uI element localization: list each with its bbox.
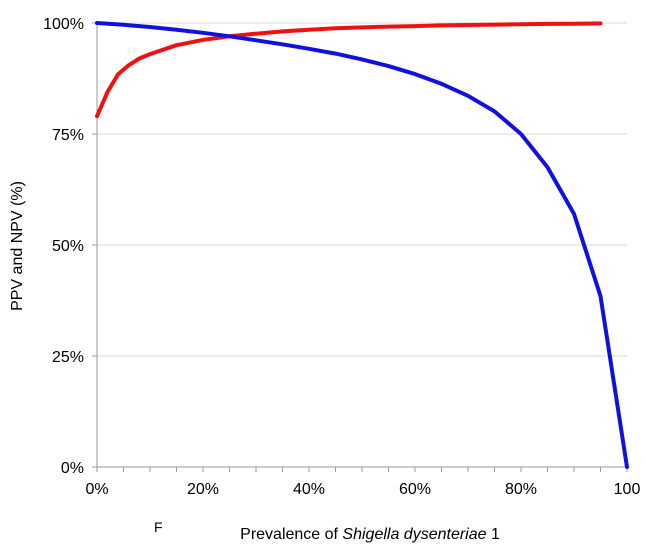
- x-tick-labels: 0% 20% 40% 60% 80% 100: [85, 481, 640, 498]
- x-tick-label: 0%: [85, 481, 108, 498]
- y-tick-label: 75%: [52, 127, 84, 144]
- x-tick-label: 100: [614, 481, 641, 498]
- x-tick-label: 40%: [293, 481, 325, 498]
- y-tick-label: 50%: [52, 238, 84, 255]
- y-tick-label: 25%: [52, 349, 84, 366]
- series-line-1: [95, 21, 603, 119]
- gridlines: [97, 22, 627, 357]
- x-axis-title: Prevalence of Shigella dysenteriae 1: [240, 526, 500, 543]
- y-axis-title: PPV and NPV (%): [9, 181, 26, 311]
- x-tick-label: 60%: [399, 481, 431, 498]
- y-tick-label: 100%: [43, 16, 84, 33]
- series-lines: [95, 21, 629, 469]
- y-tick-labels: 0% 25% 50% 75% 100%: [43, 16, 84, 477]
- stray-mark: F: [154, 519, 163, 535]
- x-tick-label: 20%: [187, 481, 219, 498]
- series-line-2: [95, 21, 629, 469]
- axes: [92, 22, 628, 472]
- x-tick-label: 80%: [505, 481, 537, 498]
- y-tick-label: 0%: [61, 460, 84, 477]
